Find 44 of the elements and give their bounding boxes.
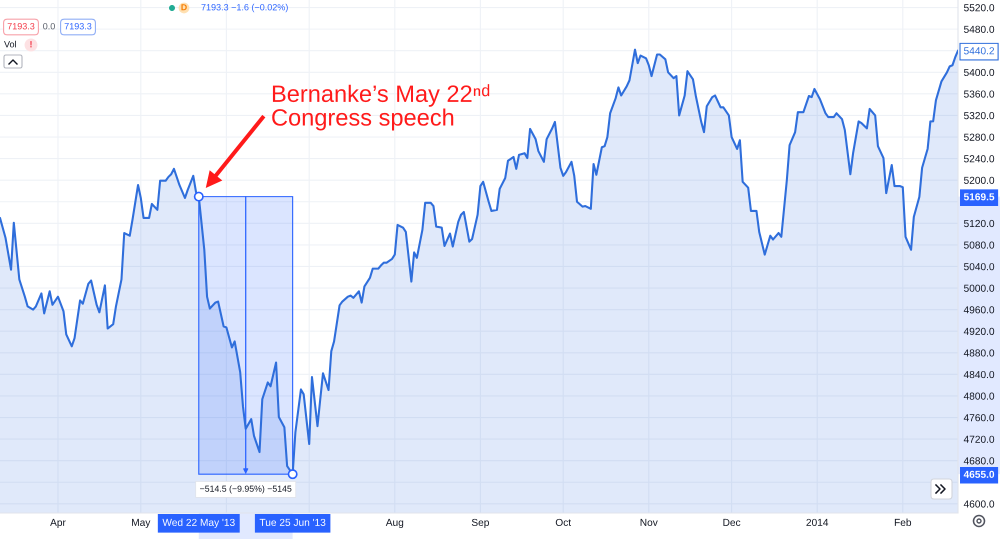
y-tick-label: 5169.5 [964,193,994,200]
y-tick-label: 4655.0 [964,470,994,478]
x-tick-label: Nov [640,518,658,526]
y-tick-label: 4920.0 [964,328,994,335]
y-tick-label: 4760.0 [964,414,994,422]
x-tick-label: May [132,518,150,528]
annotation: 0.0 [43,23,55,30]
annotation: ! [30,41,32,48]
x-tick-label: Dec [723,518,740,526]
x-tick-label: Oct [556,518,572,526]
x-tick-label: Tue 25 Jun '13 [260,518,326,526]
y-tick-label: 5480.0 [964,26,994,33]
x-tick-label: Apr [50,518,66,528]
y-tick-label: 4680.0 [964,457,994,464]
y-tick-label: 5200.0 [964,176,994,184]
y-tick-label: 4880.0 [964,349,994,357]
y-tick-label: 4840.0 [964,370,994,378]
y-tick-label: 4960.0 [964,306,994,314]
x-tick-label: Sep [472,518,489,528]
y-tick-label: 4600.0 [964,500,994,508]
annotation: 7193.3 [64,23,92,30]
x-tick-label: 2014 [806,518,828,526]
annotation: 7193.3 −1.6 (−0.02%) [201,4,288,12]
y-tick-label: 5320.0 [964,112,994,120]
annotation: Bernanke’s May 22ⁿᵈ Congress speech [272,84,490,130]
y-tick-label: 4720.0 [964,436,994,443]
y-tick-label: 5000.0 [964,284,994,292]
band-label: −514.5 (−9.95%) −5145 [200,485,292,494]
y-tick-label: 5520.0 [964,4,994,12]
annotation: Vol [4,40,16,48]
annotation: 7193.3 [8,23,34,30]
annotation: D [181,4,187,10]
x-tick-label: Aug [386,518,404,528]
x-tick-label: Feb [894,518,912,526]
y-tick-label: 5280.0 [964,134,994,141]
y-tick-label: 5120.0 [964,220,994,228]
y-tick-label: 5040.0 [964,263,994,270]
y-tick-label: 5440.2 [964,47,994,54]
y-tick-label: 5240.0 [964,155,994,162]
x-tick-label: Wed 22 May '13 [162,518,235,528]
y-tick-label: 4800.0 [964,392,994,400]
y-tick-label: 5080.0 [964,241,994,249]
y-tick-label: 5360.0 [964,90,994,98]
y-tick-label: 5400.0 [964,68,994,76]
